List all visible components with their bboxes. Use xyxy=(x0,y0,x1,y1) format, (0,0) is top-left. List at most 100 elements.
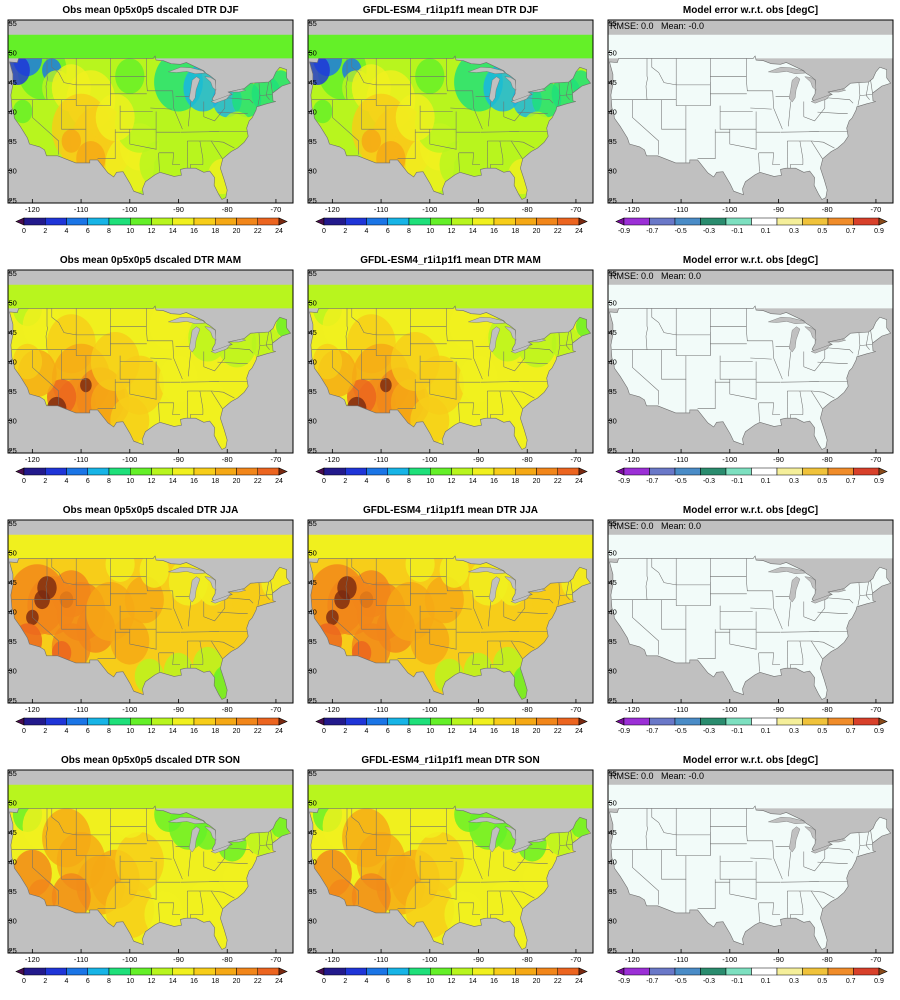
great-lake xyxy=(804,326,817,341)
state-boundary xyxy=(189,914,203,919)
colorbar-label: -0.5 xyxy=(675,978,687,985)
lat-tick-label: 35 xyxy=(9,887,17,896)
canada-strip xyxy=(8,34,293,59)
colorbar-bin xyxy=(323,717,346,726)
panel-title: Model error w.r.t. obs [degC] xyxy=(683,5,818,16)
state-boundary xyxy=(758,402,760,422)
colorbar-label: 24 xyxy=(275,228,283,235)
great-lake xyxy=(504,76,517,91)
colorbar-bin xyxy=(23,467,46,476)
map-panel: Obs mean 0p5x0p5 dscaled DTR DJF25303540… xyxy=(7,5,294,235)
error-statistics: RMSE: 0.0 Mean: -0.0 xyxy=(610,771,704,781)
great-lake xyxy=(168,566,206,574)
panel-title: GFDL-ESM4_r1i1p1f1 mean DTR SON xyxy=(361,755,539,766)
colorbar-label: 14 xyxy=(169,728,177,735)
colorbar-bin xyxy=(623,717,650,726)
state-boundary xyxy=(565,81,570,100)
state-boundary xyxy=(817,361,848,364)
state-boundary xyxy=(61,599,87,663)
colorbar-label: 20 xyxy=(533,228,541,235)
state-boundary xyxy=(750,107,772,110)
state-boundary xyxy=(565,331,570,350)
colorbar-label: 0 xyxy=(22,478,26,485)
colorbar-bin xyxy=(451,467,473,476)
colorbar-bin xyxy=(366,967,388,976)
great-lake xyxy=(228,88,247,93)
state-boundary xyxy=(870,80,873,94)
canada-land xyxy=(308,784,593,809)
colorbar-label: 8 xyxy=(107,728,111,735)
colorbar: 0 2 4 6 8 10 12 14 16 18 20 22 24 xyxy=(315,217,588,235)
state-boundary xyxy=(199,640,204,665)
colorbar-label: 12 xyxy=(448,728,456,735)
colorbar-bin xyxy=(430,717,452,726)
field-contour xyxy=(222,111,252,147)
canada-strip xyxy=(8,284,293,309)
lon-tick-label: -70 xyxy=(571,455,582,464)
state-boundary xyxy=(203,349,226,372)
lat-tick-label: 35 xyxy=(309,887,317,896)
colorbar-label: 4 xyxy=(65,478,69,485)
state-boundary xyxy=(458,902,460,922)
state-boundary xyxy=(188,351,191,377)
country-outline xyxy=(609,305,892,450)
state-boundary xyxy=(859,844,873,846)
colorbar-bin xyxy=(725,967,752,976)
great-lake xyxy=(504,576,517,591)
great-lake xyxy=(168,816,206,824)
great-lake xyxy=(168,66,206,74)
state-boundary xyxy=(859,94,873,96)
colorbar-bin xyxy=(853,967,880,976)
field-contour xyxy=(312,343,343,380)
great-lake xyxy=(768,316,806,324)
canada-strip xyxy=(308,284,593,309)
great-lake xyxy=(528,88,547,93)
lat-tick-label: 55 xyxy=(609,269,617,278)
state-boundary xyxy=(570,580,573,594)
colorbar-bin xyxy=(430,467,452,476)
colorbar-bin xyxy=(45,467,67,476)
state-boundary xyxy=(510,140,523,159)
state-boundary xyxy=(506,390,535,399)
lon-tick-label: -100 xyxy=(722,955,737,964)
colorbar-label: 16 xyxy=(490,478,498,485)
colorbar-label: -0.5 xyxy=(675,478,687,485)
lat-tick-label: 45 xyxy=(609,328,617,337)
lat-tick-label: 30 xyxy=(609,417,617,426)
state-boundary xyxy=(506,890,535,899)
colorbar: 0 2 4 6 8 10 12 14 16 18 20 22 24 xyxy=(15,717,288,735)
canada-land xyxy=(308,534,593,559)
colorbar-bin xyxy=(408,467,431,476)
colorbar-bin xyxy=(215,467,237,476)
state-boundary xyxy=(472,590,483,630)
colorbar-label: 10 xyxy=(126,728,134,735)
colorbar-label: 6 xyxy=(86,728,90,735)
lat-tick-label: 35 xyxy=(609,637,617,646)
colorbar-bin xyxy=(130,467,152,476)
colorbar-bin xyxy=(408,717,431,726)
colorbar-bin xyxy=(130,967,152,976)
state-boundary xyxy=(517,611,548,614)
colorbar-label: 0.5 xyxy=(817,978,827,985)
great-lake xyxy=(204,826,217,841)
country-outline xyxy=(309,555,592,700)
lat-tick-label: 55 xyxy=(9,269,17,278)
great-lake xyxy=(188,326,201,353)
lat-tick-label: 30 xyxy=(9,417,17,426)
colorbar-over-arrow xyxy=(578,467,588,476)
colorbar-bin xyxy=(66,467,88,476)
colorbar-label: 12 xyxy=(148,978,156,985)
state-boundary xyxy=(361,99,387,163)
field-contour xyxy=(439,556,469,588)
colorbar-label: 20 xyxy=(533,978,541,985)
lon-tick-label: -110 xyxy=(674,955,688,964)
colorbar-label: 10 xyxy=(126,478,134,485)
lat-tick-label: 30 xyxy=(309,417,317,426)
state-lines xyxy=(11,308,273,422)
colorbar-label: 0.7 xyxy=(846,478,856,485)
colorbar-label: -0.3 xyxy=(703,978,715,985)
lat-tick-label: 45 xyxy=(309,328,317,337)
lat-tick-label: 25 xyxy=(609,696,617,705)
state-boundary xyxy=(270,80,273,94)
colorbar-bin xyxy=(257,217,280,226)
